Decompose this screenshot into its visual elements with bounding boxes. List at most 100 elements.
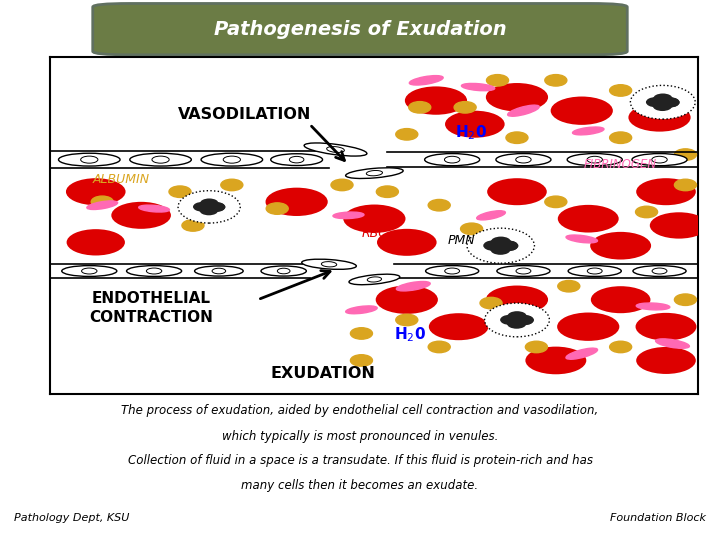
Circle shape <box>351 355 372 366</box>
Ellipse shape <box>304 143 367 156</box>
Text: PMN: PMN <box>448 234 476 247</box>
Ellipse shape <box>81 156 98 163</box>
Circle shape <box>558 280 580 292</box>
Circle shape <box>200 199 219 208</box>
Ellipse shape <box>405 86 467 115</box>
Ellipse shape <box>212 268 225 274</box>
Ellipse shape <box>587 156 603 163</box>
Circle shape <box>221 179 243 191</box>
Ellipse shape <box>649 212 708 239</box>
Circle shape <box>514 315 534 325</box>
Text: Pathology Dept, KSU: Pathology Dept, KSU <box>14 514 130 523</box>
Ellipse shape <box>346 306 377 314</box>
Ellipse shape <box>557 313 619 341</box>
Ellipse shape <box>636 178 696 205</box>
Text: Collection of fluid in a space is a transudate. If this fluid is protein-rich an: Collection of fluid in a space is a tran… <box>127 455 593 468</box>
Ellipse shape <box>516 156 531 163</box>
Circle shape <box>467 228 534 263</box>
Circle shape <box>428 199 450 211</box>
Ellipse shape <box>652 268 667 274</box>
Ellipse shape <box>349 274 400 285</box>
Ellipse shape <box>346 168 403 179</box>
Circle shape <box>487 75 508 86</box>
Circle shape <box>409 102 431 113</box>
Ellipse shape <box>112 202 171 229</box>
Text: FIBRINOGEN: FIBRINOGEN <box>584 158 657 171</box>
Circle shape <box>610 341 631 353</box>
Ellipse shape <box>130 153 192 166</box>
Circle shape <box>480 298 502 309</box>
Ellipse shape <box>445 268 459 274</box>
Ellipse shape <box>636 303 670 310</box>
Text: H$_2$0: H$_2$0 <box>455 123 487 142</box>
Circle shape <box>675 179 696 191</box>
Ellipse shape <box>445 111 505 138</box>
Circle shape <box>91 196 113 207</box>
Circle shape <box>193 202 212 212</box>
Ellipse shape <box>429 313 488 340</box>
Circle shape <box>377 186 398 198</box>
Text: Pathogenesis of Exudation: Pathogenesis of Exudation <box>214 19 506 39</box>
Ellipse shape <box>302 259 356 269</box>
Ellipse shape <box>655 339 690 348</box>
Ellipse shape <box>271 154 323 166</box>
Ellipse shape <box>566 348 598 359</box>
Ellipse shape <box>516 268 531 274</box>
Text: ENDOTHELIAL
CONTRACTION: ENDOTHELIAL CONTRACTION <box>89 292 213 325</box>
Circle shape <box>396 129 418 140</box>
Ellipse shape <box>508 105 539 116</box>
Ellipse shape <box>66 178 125 205</box>
Circle shape <box>331 179 353 191</box>
Ellipse shape <box>127 266 181 276</box>
Circle shape <box>454 102 476 113</box>
Ellipse shape <box>327 146 344 152</box>
Ellipse shape <box>497 266 550 276</box>
Ellipse shape <box>367 277 382 282</box>
Circle shape <box>490 244 510 255</box>
FancyBboxPatch shape <box>93 3 627 55</box>
Ellipse shape <box>343 205 405 233</box>
Text: The process of exudation, aided by endothelial cell contraction and vasodilation: The process of exudation, aided by endot… <box>122 404 598 417</box>
Ellipse shape <box>636 347 696 374</box>
Ellipse shape <box>591 286 650 313</box>
Ellipse shape <box>266 188 328 216</box>
Ellipse shape <box>588 268 602 274</box>
Ellipse shape <box>261 266 307 276</box>
Circle shape <box>610 85 631 96</box>
Circle shape <box>506 132 528 144</box>
Ellipse shape <box>62 266 117 276</box>
Circle shape <box>526 341 547 353</box>
Ellipse shape <box>487 178 546 205</box>
Circle shape <box>675 149 696 160</box>
Ellipse shape <box>496 153 551 166</box>
Ellipse shape <box>477 211 505 220</box>
Ellipse shape <box>289 157 304 163</box>
Ellipse shape <box>566 235 598 243</box>
Ellipse shape <box>444 156 460 163</box>
Ellipse shape <box>590 232 651 260</box>
Circle shape <box>498 241 518 251</box>
Circle shape <box>266 203 288 214</box>
Ellipse shape <box>409 76 444 85</box>
Ellipse shape <box>629 103 690 132</box>
Circle shape <box>646 97 665 107</box>
Circle shape <box>653 93 672 104</box>
Circle shape <box>491 237 511 247</box>
Text: EXUDATION: EXUDATION <box>270 367 375 381</box>
Ellipse shape <box>551 97 613 125</box>
Ellipse shape <box>377 229 436 256</box>
Text: many cells then it becomes an exudate.: many cells then it becomes an exudate. <box>241 479 479 492</box>
Ellipse shape <box>558 205 618 233</box>
Circle shape <box>514 315 534 325</box>
Circle shape <box>396 314 418 326</box>
Ellipse shape <box>652 156 667 163</box>
Circle shape <box>182 220 204 231</box>
Ellipse shape <box>152 156 169 163</box>
Circle shape <box>169 186 191 198</box>
Ellipse shape <box>636 313 696 341</box>
Circle shape <box>485 303 549 337</box>
Circle shape <box>636 206 657 218</box>
Circle shape <box>610 132 631 144</box>
Ellipse shape <box>277 268 290 274</box>
Ellipse shape <box>572 127 604 135</box>
